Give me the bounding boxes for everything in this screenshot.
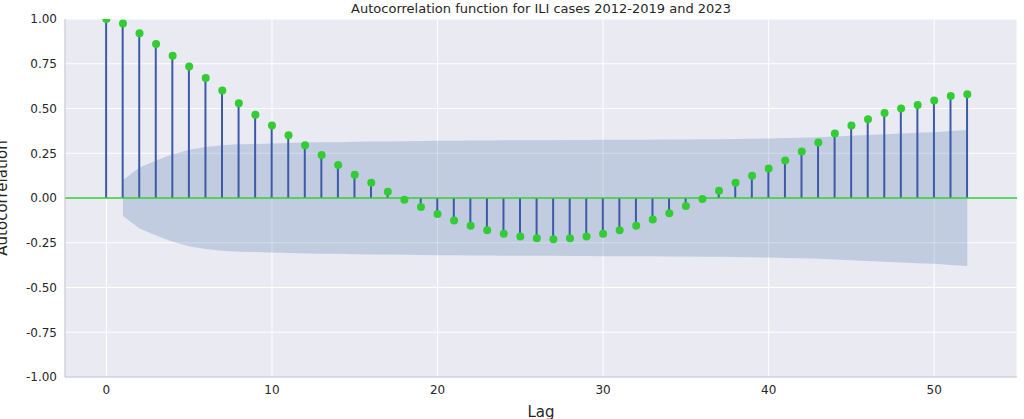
svg-text:1.00: 1.00 <box>30 12 57 26</box>
svg-text:0.25: 0.25 <box>30 147 57 161</box>
svg-text:Lag: Lag <box>527 403 554 419</box>
svg-text:-0.75: -0.75 <box>26 326 57 340</box>
svg-text:0.50: 0.50 <box>30 102 57 116</box>
svg-text:-1.00: -1.00 <box>26 370 57 384</box>
svg-text:50: 50 <box>927 383 942 397</box>
svg-text:0: 0 <box>103 383 111 397</box>
html-text:Autocorrelation function for I: Autocorrelation function for ILI cases 2… <box>351 1 731 16</box>
svg-text:-0.50: -0.50 <box>26 281 57 295</box>
svg-text:-0.25: -0.25 <box>26 236 57 250</box>
svg-text:40: 40 <box>761 383 776 397</box>
svg-text:0.00: 0.00 <box>30 191 57 205</box>
svg-text:20: 20 <box>430 383 445 397</box>
svg-text:Autocorrelation: Autocorrelation <box>8 140 11 255</box>
svg-text:0.75: 0.75 <box>30 57 57 71</box>
svg-text:30: 30 <box>595 383 610 397</box>
svg-text:10: 10 <box>264 383 279 397</box>
